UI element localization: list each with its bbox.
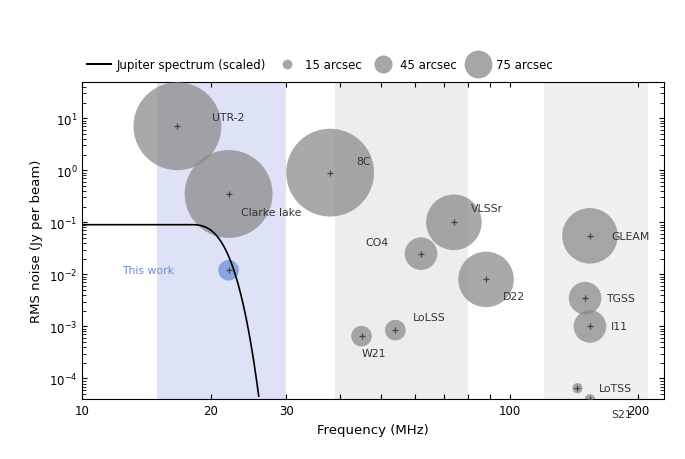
Text: GLEAM: GLEAM: [611, 231, 649, 241]
Point: [223, 191, 234, 198]
Point: [416, 251, 427, 258]
Point: [449, 219, 460, 226]
Point: [572, 385, 583, 392]
Text: VLSSr: VLSSr: [471, 203, 503, 213]
Point: [584, 396, 595, 403]
Text: Clarke lake: Clarke lake: [241, 208, 302, 218]
Text: I11: I11: [611, 322, 628, 332]
Text: S21: S21: [611, 409, 632, 419]
Point: [172, 123, 183, 131]
Text: LoTSS: LoTSS: [599, 383, 632, 393]
Point: [584, 233, 595, 240]
X-axis label: Frequency (MHz): Frequency (MHz): [317, 423, 429, 436]
Bar: [335, 83, 469, 399]
Point: [356, 333, 367, 340]
Text: TGSS: TGSS: [606, 293, 635, 303]
Point: [223, 267, 234, 274]
Bar: [544, 83, 647, 399]
Point: [390, 327, 401, 334]
Text: This work: This work: [122, 266, 174, 276]
Text: CO4: CO4: [365, 238, 388, 248]
Legend: Jupiter spectrum (scaled), 15 arcsec, 45 arcsec, 75 arcsec: Jupiter spectrum (scaled), 15 arcsec, 45…: [82, 54, 558, 76]
Point: [580, 295, 590, 302]
Text: LoLSS: LoLSS: [412, 313, 445, 322]
Point: [325, 169, 336, 177]
Point: [584, 323, 595, 330]
Text: 8C: 8C: [356, 157, 371, 167]
Text: UTR-2: UTR-2: [212, 112, 244, 123]
Point: [481, 276, 492, 284]
Y-axis label: RMS noise (Jy per beam): RMS noise (Jy per beam): [30, 159, 43, 323]
Text: D22: D22: [503, 291, 525, 302]
Text: W21: W21: [362, 348, 386, 358]
Bar: [158, 83, 286, 399]
